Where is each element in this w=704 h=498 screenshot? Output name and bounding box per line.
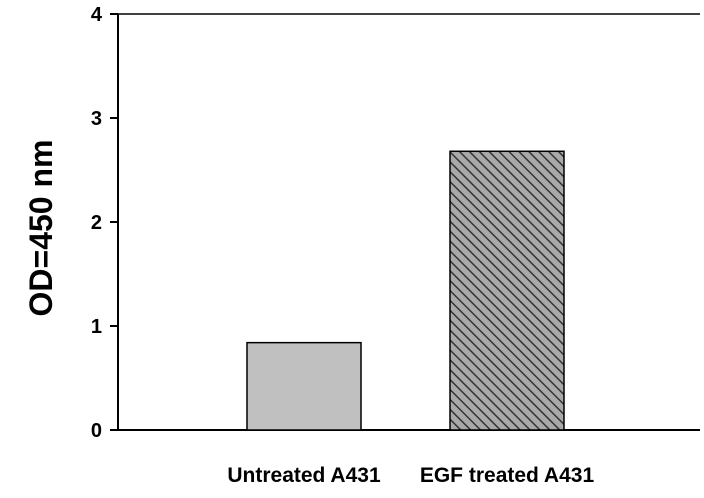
x-axis-labels: Untreated A431 EGF treated A431 <box>227 464 594 487</box>
bar-egf-treated-a431 <box>449 150 565 431</box>
bar-untreated-a431 <box>246 341 362 431</box>
y-tick-label: 4 <box>91 4 103 26</box>
x-category-label: EGF treated A431 <box>420 464 595 487</box>
y-tick-label: 2 <box>91 212 102 234</box>
plot-area <box>117 13 700 431</box>
y-tick-label: 3 <box>91 108 102 130</box>
bars <box>246 150 565 431</box>
x-category-label: Untreated A431 <box>227 464 381 487</box>
y-axis-title: OD=450 nm <box>23 140 59 317</box>
y-tick-label: 0 <box>91 420 102 442</box>
y-tick-label: 1 <box>91 316 102 338</box>
y-axis-ticks: 0 1 2 3 4 <box>91 4 118 442</box>
